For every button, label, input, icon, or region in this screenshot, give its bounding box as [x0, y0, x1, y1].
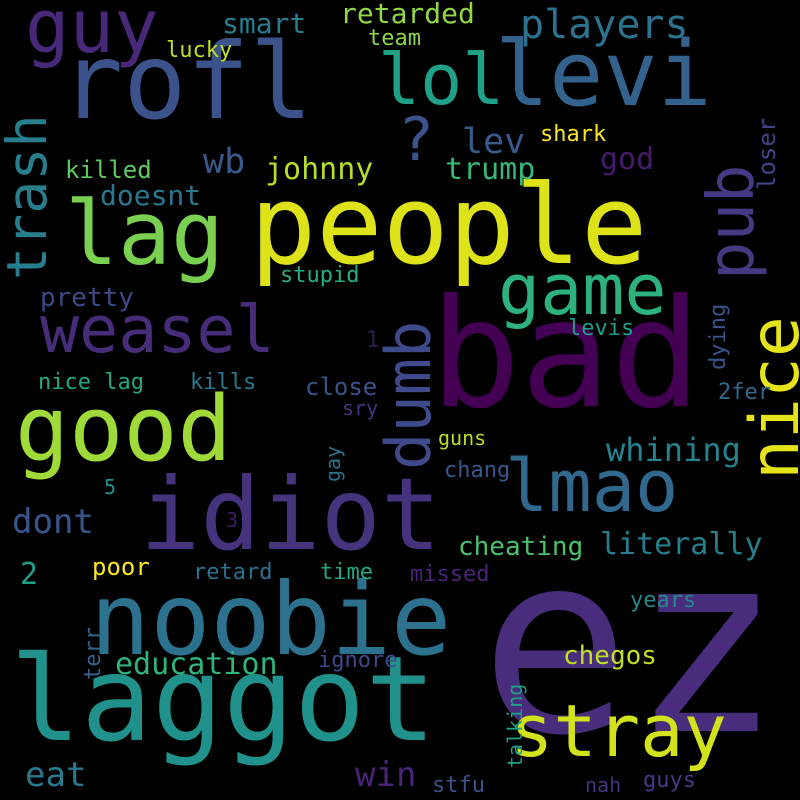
word-2fer: 2fer — [718, 380, 771, 405]
word-nah: nah — [585, 773, 622, 797]
word-god: god — [600, 142, 655, 177]
word-retard: retard — [193, 560, 273, 585]
word-literally: literally — [600, 527, 763, 562]
word-years: years — [630, 588, 697, 613]
word-levis: levis — [568, 316, 635, 341]
word-pretty: pretty — [40, 283, 134, 313]
word-kills: kills — [190, 370, 257, 395]
word-trump: trump — [445, 152, 536, 187]
word-eat: eat — [25, 755, 87, 795]
word-dont: dont — [12, 502, 94, 542]
word-stupid: stupid — [280, 263, 360, 288]
word-doesnt: doesnt — [100, 179, 202, 212]
word-lmao: lmao — [505, 444, 679, 528]
word-missed: missed — [410, 562, 490, 587]
word-lev: lev — [462, 122, 526, 162]
word-talking: talking — [503, 683, 527, 768]
word-trash: trash — [0, 114, 59, 280]
word-retarded: retarded — [340, 0, 475, 30]
word-lag: lag — [65, 182, 224, 285]
word-game: game — [498, 249, 667, 331]
word-gay: gay — [321, 445, 345, 482]
word-killed: killed — [65, 156, 152, 184]
word-nice-lag: nice lag — [38, 370, 144, 395]
word-good: good — [15, 377, 232, 482]
word-noobie: noobie — [90, 561, 452, 678]
word-weasel: weasel — [40, 293, 275, 368]
word-bad: bad — [430, 268, 701, 442]
word-loser: loser — [753, 117, 781, 190]
word-time: time — [320, 560, 373, 585]
word-dying: dying — [706, 303, 731, 370]
word-whining: whining — [606, 431, 741, 469]
word-3: 3 — [226, 508, 239, 532]
word-chegos: chegos — [563, 641, 657, 671]
word-wb: wb — [203, 142, 246, 182]
word-stfu: stfu — [432, 773, 485, 798]
word-guys: guys — [643, 768, 696, 793]
word-win: win — [355, 755, 417, 795]
word-rofl: rofl — [60, 21, 313, 143]
word-people: people — [250, 161, 648, 289]
word-players: players — [520, 2, 689, 48]
word-johnny: johnny — [265, 152, 374, 187]
word-cheating: cheating — [458, 532, 584, 562]
word-close: close — [305, 373, 378, 401]
word-2: 2 — [20, 557, 39, 592]
word-lucky: lucky — [166, 38, 233, 63]
word-stray: stray — [510, 689, 727, 773]
word-question-mark: ? — [398, 105, 435, 175]
word-dumb: dumb — [372, 320, 445, 470]
word-idiot: idiot — [140, 456, 442, 573]
word-ignore: ignore — [318, 648, 398, 673]
word-education: education — [115, 647, 278, 682]
word-chang: chang — [444, 458, 511, 483]
word-sry: sry — [342, 396, 379, 420]
word-guy: guy — [25, 0, 159, 70]
word-ez: ez — [480, 499, 782, 790]
word-shark: shark — [540, 122, 607, 147]
word-team: team — [368, 26, 421, 51]
word-1: 1 — [366, 328, 380, 353]
word-laggot: laggot — [10, 630, 437, 768]
word-smart: smart — [222, 7, 307, 40]
word-terr: terr — [81, 627, 106, 680]
word-poor: poor — [92, 553, 150, 581]
word-5: 5 — [104, 475, 117, 499]
word-lol: lol — [378, 39, 505, 121]
word-levi: levi — [495, 22, 712, 127]
word-guns: guns — [438, 426, 487, 450]
